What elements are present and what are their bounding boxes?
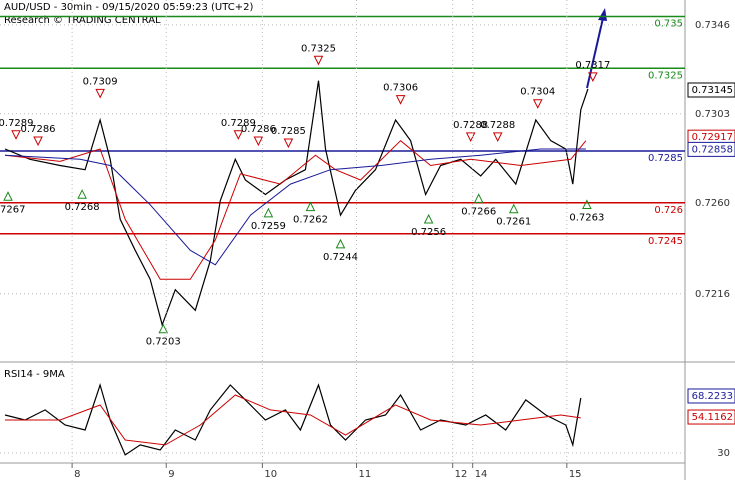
annotation-label: 0.7259	[251, 221, 286, 232]
x-tick-label: 15	[569, 469, 582, 480]
price-tag	[687, 388, 735, 404]
support-marker	[423, 213, 434, 224]
chart-subtitle: Research © TRADING CENTRAL	[4, 15, 161, 26]
annotation-label: 0.7203	[146, 337, 181, 348]
annotation-label: 0.7288	[480, 120, 515, 131]
resistance-marker	[95, 88, 105, 99]
support-marker	[263, 207, 274, 218]
x-tick-label: 14	[475, 469, 488, 480]
annotation-label: 0.7268	[65, 202, 100, 213]
annotation-label: 0.7244	[323, 252, 358, 263]
rsi-title: RSI14 - 9MA	[4, 369, 65, 380]
support-marker	[305, 201, 316, 212]
support-marker	[335, 238, 346, 249]
annotation-label: 0.7289	[221, 118, 256, 129]
annotation-label: 0.7262	[293, 215, 328, 226]
y-tick-label: 0.7346	[695, 20, 730, 31]
x-tick-label: 11	[359, 469, 372, 480]
support-marker	[508, 203, 519, 214]
x-tick-label: 9	[168, 469, 174, 480]
x-tick-label: 10	[264, 469, 277, 480]
series-line	[4, 140, 587, 280]
support-marker	[3, 191, 13, 201]
support-marker	[582, 199, 592, 210]
y-tick-label: 0.7260	[695, 198, 730, 209]
annotation-label: 0.7267	[0, 204, 26, 215]
price-tag-label: 0.73145	[692, 85, 733, 96]
annotation-label: 0.7288	[453, 120, 488, 131]
price-tag-label: 68.2233	[692, 391, 733, 402]
annotation-label: 0.7306	[383, 83, 418, 94]
series-line	[5, 394, 581, 446]
annotation-label: 0.7289	[0, 118, 34, 129]
resistance-marker	[588, 72, 598, 82]
support-marker	[473, 193, 484, 203]
resistance-marker	[532, 99, 543, 109]
resistance-marker	[313, 55, 324, 66]
resistance-marker	[11, 130, 21, 140]
trend-arrow	[586, 8, 607, 89]
series-line	[4, 148, 586, 266]
level-label: 0.7285	[648, 153, 683, 164]
support-marker	[77, 189, 87, 199]
level-label: 0.726	[654, 205, 683, 216]
series-line	[4, 80, 589, 327]
resistance-marker	[233, 130, 244, 140]
annotation-label: 0.7263	[569, 213, 604, 224]
level-label: 0.7245	[648, 236, 683, 247]
y-tick-label: 0.7303	[695, 109, 730, 120]
level-label: 0.735	[654, 19, 683, 30]
resistance-marker	[283, 138, 294, 149]
annotation-label: 0.7286	[241, 124, 276, 135]
level-label: 0.7325	[648, 70, 683, 81]
annotation-label: 0.7256	[411, 227, 446, 238]
series-line	[4, 382, 582, 456]
resistance-marker	[253, 136, 264, 147]
y-tick-label: 30	[717, 448, 730, 459]
price-tag	[687, 82, 735, 98]
annotation-label: 0.7304	[520, 87, 555, 98]
annotation-label: 0.7325	[301, 43, 336, 54]
price-tag	[687, 409, 735, 425]
price-tag-label: 0.72917	[692, 132, 733, 143]
price-tag	[687, 141, 735, 157]
support-marker	[158, 323, 169, 334]
resistance-marker	[33, 136, 43, 147]
resistance-marker	[395, 95, 406, 105]
price-tag-label: 0.72858	[692, 144, 733, 155]
x-tick-label: 8	[74, 469, 80, 480]
annotation-label: 0.7317	[575, 60, 610, 71]
annotation-label: 0.7266	[461, 206, 496, 217]
annotation-label: 0.7285	[271, 126, 306, 137]
annotation-label: 0.7309	[83, 76, 118, 87]
y-tick-label: 0.7216	[695, 289, 730, 300]
x-tick-label: 12	[455, 469, 468, 480]
resistance-marker	[492, 132, 503, 142]
annotation-label: 0.7261	[496, 217, 531, 228]
price-tag-label: 54.1162	[692, 412, 733, 423]
chart-title: AUD/USD - 30min - 09/15/2020 05:59:23 (U…	[4, 2, 253, 13]
annotation-label: 0.7286	[21, 124, 56, 135]
